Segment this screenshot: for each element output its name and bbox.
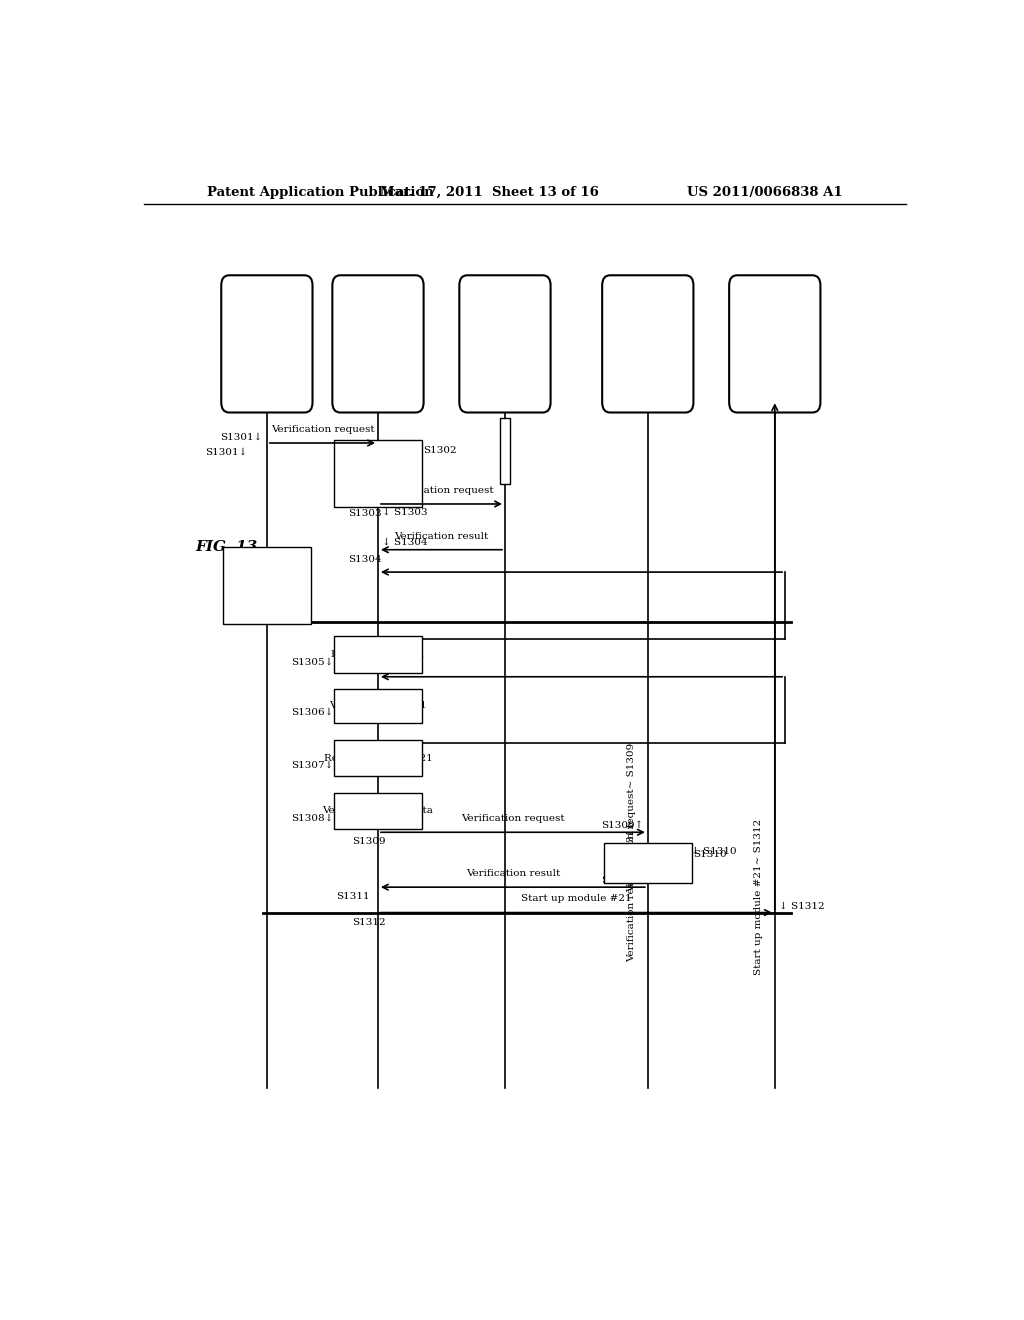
Text: Read linkage
certificate: Read linkage certificate <box>344 463 413 483</box>
FancyBboxPatch shape <box>334 739 422 776</box>
Text: S1304: S1304 <box>348 554 382 564</box>
Text: Second
security
module: Second security module <box>631 321 666 367</box>
Text: S1301↓: S1301↓ <box>220 433 263 442</box>
Text: Verification result: Verification result <box>394 532 488 541</box>
Text: ↓ S1304: ↓ S1304 <box>382 537 428 546</box>
FancyBboxPatch shape <box>460 276 551 412</box>
FancyBboxPatch shape <box>333 276 424 412</box>
Text: Verify certificate: Verify certificate <box>604 859 691 867</box>
Text: Patent Application Publication: Patent Application Publication <box>207 186 434 199</box>
Text: Verification request: Verification request <box>390 486 494 495</box>
Text: Linkage
certificate
storage unit: Linkage certificate storage unit <box>487 310 522 378</box>
Text: S1309↑: S1309↑ <box>601 821 644 830</box>
FancyBboxPatch shape <box>729 276 820 412</box>
Text: ↓ S1310: ↓ S1310 <box>691 846 737 855</box>
Text: ↓ S1312: ↓ S1312 <box>778 902 824 911</box>
Text: Verification request∼ S1309: Verification request∼ S1309 <box>627 742 636 891</box>
Text: FIG. 13: FIG. 13 <box>196 540 258 553</box>
Text: Second
storage
unit: Second storage unit <box>758 322 793 366</box>
Text: Verification request: Verification request <box>270 425 374 434</box>
FancyBboxPatch shape <box>221 276 312 412</box>
Text: Verification result∼ S1311: Verification result∼ S1311 <box>627 822 636 962</box>
FancyBboxPatch shape <box>604 843 692 883</box>
Text: Verify extension data: Verify extension data <box>323 807 433 816</box>
Text: S1309: S1309 <box>352 837 386 846</box>
Text: S1302: S1302 <box>424 446 458 455</box>
Text: Read module #21: Read module #21 <box>331 649 425 659</box>
Text: Verify module #21: Verify module #21 <box>329 701 427 710</box>
Text: Verification request: Verification request <box>461 814 564 824</box>
Text: S1303: S1303 <box>348 510 382 517</box>
Text: S1308↓: S1308↓ <box>292 814 334 824</box>
Text: S1305↓: S1305↓ <box>292 657 334 667</box>
Text: Read certificate #21: Read certificate #21 <box>324 754 432 763</box>
FancyBboxPatch shape <box>602 276 693 412</box>
FancyBboxPatch shape <box>334 440 422 507</box>
Text: S1306↓: S1306↓ <box>292 708 334 717</box>
Text: Start up module #21: Start up module #21 <box>521 895 632 903</box>
Text: First
security
module: First security module <box>250 321 285 367</box>
Bar <box>500 417 510 483</box>
Text: First
secure boot
control unit: First secure boot control unit <box>360 310 395 378</box>
Text: Verification result: Verification result <box>466 869 560 878</box>
FancyBboxPatch shape <box>334 689 422 722</box>
FancyBboxPatch shape <box>223 546 311 624</box>
Text: S1311: S1311 <box>337 892 370 902</box>
Text: S1301↓: S1301↓ <box>205 447 247 457</box>
Text: S1311↓: S1311↓ <box>601 876 644 886</box>
Text: Start up module #21∼ S1312: Start up module #21∼ S1312 <box>754 820 763 975</box>
Text: ↓ S1303: ↓ S1303 <box>382 508 428 517</box>
Text: S1312: S1312 <box>352 917 386 927</box>
FancyBboxPatch shape <box>334 636 422 673</box>
Text: S1310: S1310 <box>693 850 727 858</box>
Text: S1307↓: S1307↓ <box>292 762 334 771</box>
Text: US 2011/0066838 A1: US 2011/0066838 A1 <box>687 186 842 199</box>
FancyBboxPatch shape <box>334 792 422 829</box>
Text: Verify linkage
certificate: Verify linkage certificate <box>230 576 303 595</box>
Text: Mar. 17, 2011  Sheet 13 of 16: Mar. 17, 2011 Sheet 13 of 16 <box>380 186 598 199</box>
